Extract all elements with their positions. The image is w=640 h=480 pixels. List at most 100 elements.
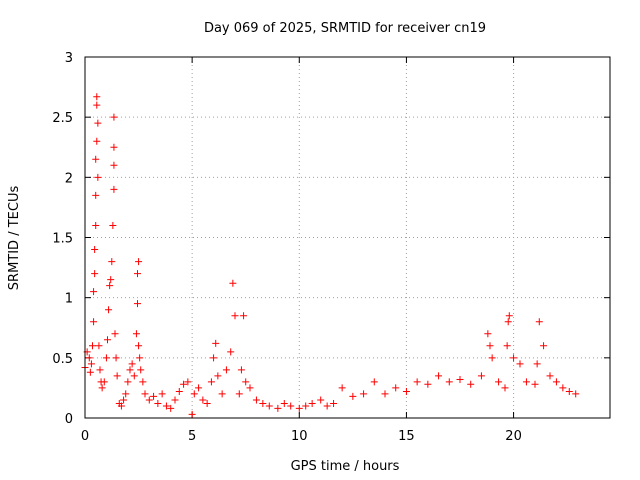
data-point (195, 384, 203, 392)
data-point (87, 360, 95, 368)
data-point (92, 191, 100, 199)
data-points (81, 93, 580, 418)
data-point (488, 354, 496, 362)
data-point (145, 396, 153, 404)
data-point (199, 396, 207, 404)
data-point (504, 318, 512, 326)
data-point (531, 380, 539, 388)
data-point (392, 384, 400, 392)
y-tick-label: 2 (65, 171, 73, 186)
data-point (302, 402, 310, 410)
data-point (98, 384, 106, 392)
data-point (212, 339, 220, 347)
data-point (308, 400, 316, 408)
data-point (240, 312, 248, 320)
data-point (522, 378, 530, 386)
data-point (317, 396, 325, 404)
data-point (128, 360, 136, 368)
data-point (424, 380, 432, 388)
data-point (338, 384, 346, 392)
data-point (505, 312, 513, 320)
data-point (94, 173, 102, 181)
data-point (252, 396, 260, 404)
data-point (105, 306, 113, 314)
data-point (122, 390, 130, 398)
chart-title: Day 069 of 2025, SRMTID for receiver cn1… (204, 21, 486, 36)
data-point (381, 390, 389, 398)
data-point (134, 300, 141, 308)
data-point (210, 354, 218, 362)
data-point (235, 390, 243, 398)
plot-frame (84, 56, 611, 419)
data-point (120, 396, 128, 404)
data-point (135, 258, 143, 266)
data-point (141, 390, 149, 398)
data-point (171, 396, 179, 404)
data-point (484, 330, 492, 338)
data-point (572, 390, 580, 398)
data-point (413, 378, 421, 386)
data-point (107, 276, 115, 284)
data-point (231, 312, 239, 320)
data-point (94, 119, 102, 127)
data-point (503, 342, 511, 350)
data-point (92, 155, 100, 163)
data-point (111, 330, 119, 338)
data-point (214, 372, 222, 380)
data-point (108, 258, 116, 266)
data-point (546, 372, 554, 380)
y-tick-label: 0 (65, 412, 73, 427)
data-point (360, 390, 368, 398)
data-point (102, 354, 110, 362)
data-point (100, 378, 108, 386)
data-point (93, 93, 101, 101)
data-point (540, 342, 548, 350)
data-point (330, 400, 338, 408)
data-point (110, 161, 118, 169)
data-point (229, 279, 237, 287)
data-point (162, 402, 170, 410)
data-point (90, 288, 98, 296)
x-tick-label: 0 (81, 429, 89, 444)
data-point (126, 366, 134, 374)
data-point (139, 378, 147, 386)
data-point (246, 384, 254, 392)
data-point (167, 404, 175, 412)
data-point (242, 378, 250, 386)
data-point (323, 402, 331, 410)
data-point (150, 392, 158, 400)
data-point (456, 375, 464, 383)
data-point (533, 360, 541, 368)
data-point (124, 378, 132, 386)
data-point (110, 113, 118, 121)
data-point (188, 410, 196, 418)
x-axis-label: GPS time / hours (291, 459, 400, 474)
data-point (265, 402, 273, 410)
y-tick-label: 1.5 (52, 232, 73, 247)
y-tick-label: 0.5 (52, 352, 73, 367)
data-point (559, 384, 567, 392)
data-point (370, 378, 378, 386)
data-point (96, 366, 104, 374)
data-point (92, 221, 100, 229)
data-point (90, 318, 98, 326)
data-point (106, 282, 114, 290)
data-point (85, 354, 93, 362)
data-point (227, 348, 235, 356)
data-point (91, 246, 99, 254)
data-point (510, 354, 518, 362)
data-point (495, 378, 503, 386)
data-point (180, 380, 188, 388)
data-point (86, 368, 94, 376)
data-point (486, 342, 494, 350)
x-tick-label: 20 (505, 429, 522, 444)
data-point (203, 400, 211, 408)
data-point (136, 354, 144, 362)
data-point (501, 384, 509, 392)
data-point (93, 137, 101, 145)
data-point (435, 372, 443, 380)
data-point (535, 318, 543, 326)
data-point (516, 360, 524, 368)
data-point (95, 342, 103, 350)
data-point (287, 402, 295, 410)
